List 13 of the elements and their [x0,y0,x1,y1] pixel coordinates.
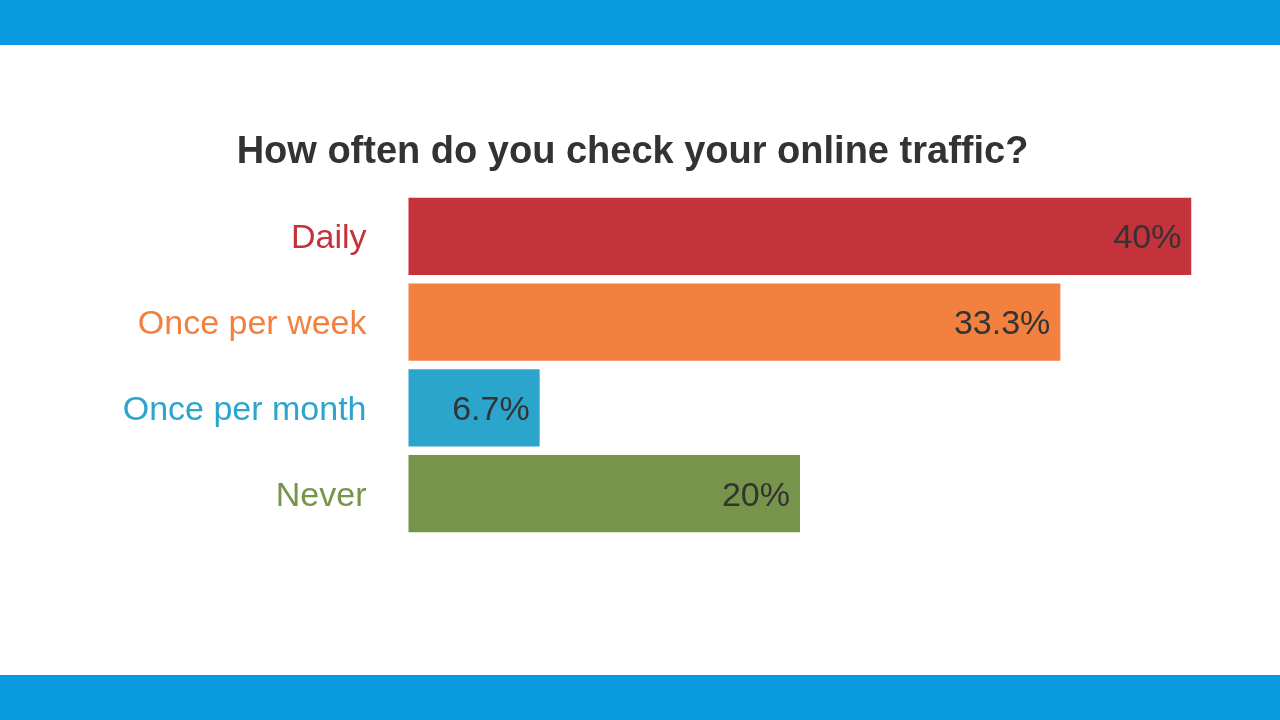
bar [408,455,800,533]
bar [408,369,540,447]
data-label: 20% [721,474,791,513]
data-label: 33.3% [953,303,1051,342]
data-label: 6.7% [452,388,530,427]
bar [408,283,1061,361]
y-tick-label: Daily [290,217,367,256]
y-tick-label: Never [275,474,367,513]
data-label: 40% [1113,217,1182,256]
y-tick-label: Once per month [122,388,367,427]
bar [408,197,1192,275]
chart-title: How often do you check your online traffic? [235,128,1030,173]
y-tick-label: Once per week [137,303,368,342]
